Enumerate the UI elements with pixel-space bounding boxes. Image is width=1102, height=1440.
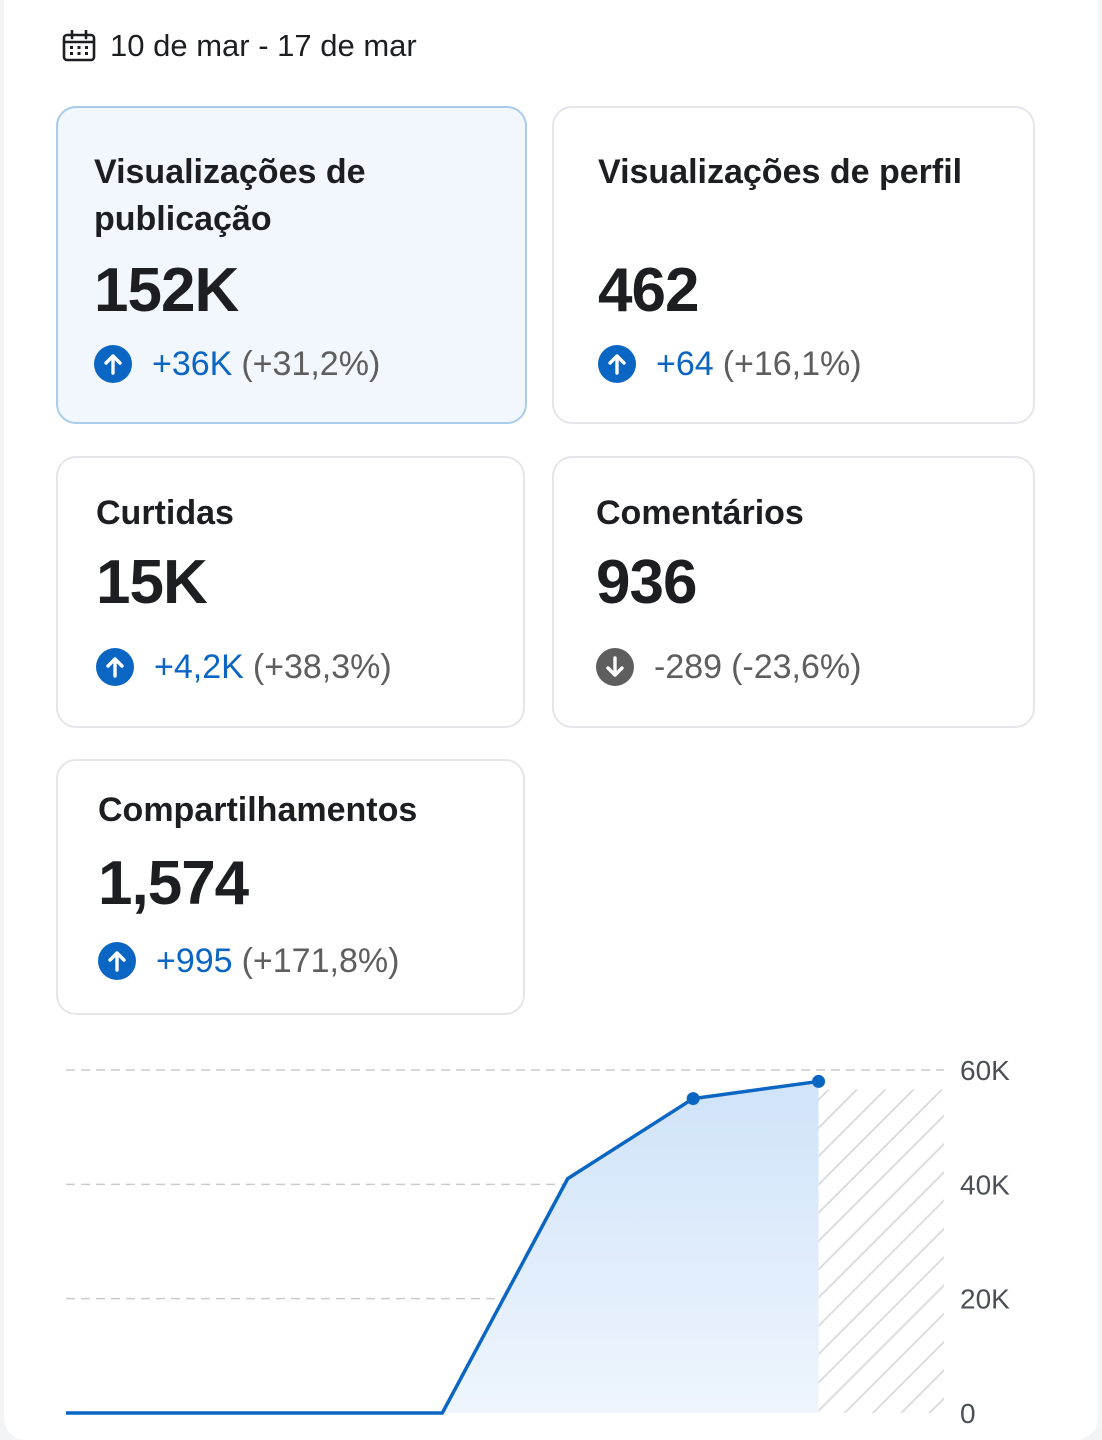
metric-value: 152K — [94, 256, 239, 325]
y-tick-label: 20K — [960, 1284, 1010, 1315]
metric-title: Visualizações de publicação — [94, 153, 366, 238]
arrow-up-circle-icon — [98, 942, 136, 980]
date-range-label: 10 de mar - 17 de mar — [110, 28, 417, 63]
metric-value: 462 — [598, 256, 699, 325]
data-point — [812, 1074, 826, 1088]
y-tick-label: 40K — [960, 1169, 1010, 1200]
delta-percent: (+38,3%) — [252, 647, 392, 686]
metric-delta: +995 (+171,8%) — [98, 939, 399, 983]
delta-percent: (+31,2%) — [241, 344, 381, 383]
metric-value: 936 — [596, 548, 697, 617]
metric-card-profile-views[interactable]: Visualizações de perfil 462 +64 (+16,1%) — [552, 106, 1035, 424]
metric-card-shares[interactable]: Compartilhamentos 1,574 +995 (+171,8%) — [56, 759, 525, 1015]
metric-value: 15K — [96, 548, 208, 617]
metric-card-post-views[interactable]: Visualizações de publicação 152K +36K (+… — [56, 106, 527, 424]
date-range[interactable]: 10 de mar - 17 de mar — [62, 26, 417, 66]
partial-period-hatch — [818, 1089, 944, 1413]
calendar-icon — [62, 30, 96, 62]
delta-percent: (+16,1%) — [722, 344, 862, 383]
partial-period-area — [818, 1089, 944, 1413]
metric-title: Compartilhamentos — [98, 791, 418, 829]
series-area — [66, 1081, 819, 1413]
delta-value: +4,2K — [154, 647, 244, 686]
metric-delta: +36K (+31,2%) — [94, 342, 380, 386]
arrow-up-circle-icon — [94, 345, 132, 383]
chart-points — [686, 1074, 826, 1106]
arrow-up-circle-icon — [96, 648, 134, 686]
post-views-chart[interactable]: 0 20K 40K 60K — [0, 1040, 1102, 1428]
chart-y-ticks: 0 20K 40K 60K — [960, 1055, 1010, 1428]
delta-value: +995 — [156, 941, 233, 980]
metric-title: Curtidas — [96, 494, 234, 532]
delta-percent: (-23,6%) — [731, 647, 862, 686]
metric-title: Comentários — [596, 494, 804, 532]
delta-value: +64 — [656, 344, 714, 383]
chart-area — [66, 1081, 819, 1413]
metric-delta: -289 (-23,6%) — [596, 645, 861, 689]
metric-card-comments[interactable]: Comentários 936 -289 (-23,6%) — [552, 456, 1035, 728]
metric-delta: +4,2K (+38,3%) — [96, 645, 392, 689]
delta-value: -289 — [654, 647, 723, 686]
data-point — [686, 1092, 700, 1106]
delta-percent: (+171,8%) — [241, 941, 400, 980]
arrow-up-circle-icon — [598, 345, 636, 383]
metric-delta: +64 (+16,1%) — [598, 342, 862, 386]
metric-title: Visualizações de perfil — [598, 153, 963, 191]
delta-value: +36K — [152, 344, 233, 383]
y-tick-label: 0 — [960, 1398, 976, 1428]
metric-card-likes[interactable]: Curtidas 15K +4,2K (+38,3%) — [56, 456, 525, 728]
y-tick-label: 60K — [960, 1055, 1010, 1086]
arrow-down-circle-icon — [596, 648, 634, 686]
metric-value: 1,574 — [98, 849, 249, 918]
